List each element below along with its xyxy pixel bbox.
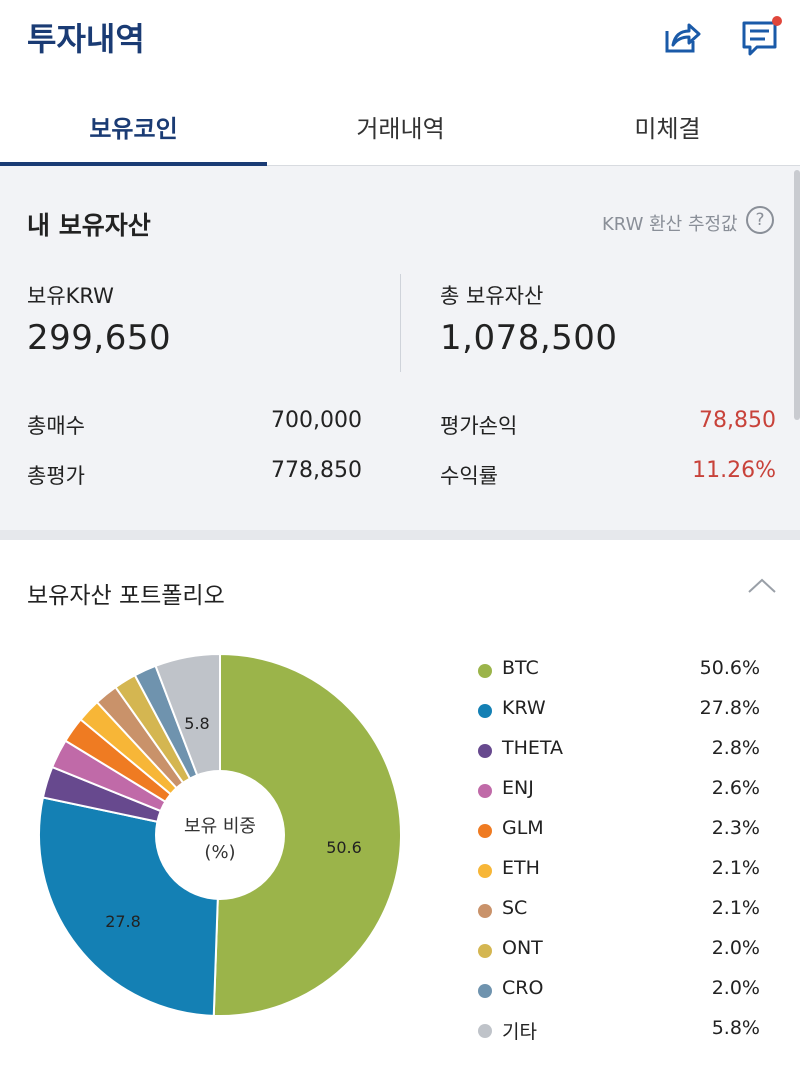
legend-name: SC [502, 897, 528, 919]
legend-percent: 2.0% [711, 937, 760, 959]
legend-color-dot [478, 864, 492, 878]
tab-pending[interactable]: 미체결 [634, 114, 701, 143]
krw-label: 보유KRW [27, 284, 114, 308]
legend-item: CRO 2.0% [478, 977, 768, 1007]
legend-item: KRW 27.8% [478, 697, 768, 727]
donut-hole [155, 770, 285, 900]
legend-percent: 2.3% [711, 817, 760, 839]
legend-percent: 27.8% [699, 697, 760, 719]
help-icon[interactable]: ? [746, 206, 774, 234]
legend-percent: 2.6% [711, 777, 760, 799]
total-buy-label: 총매수 [27, 414, 85, 438]
legend-name: BTC [502, 657, 539, 679]
legend-name: KRW [502, 697, 546, 719]
total-buy-value: 700,000 [271, 408, 362, 433]
krw-estimate-note: KRW 환산 추정값 [602, 214, 738, 235]
legend-name: THETA [502, 737, 564, 759]
legend-item: BTC 50.6% [478, 657, 768, 687]
scrollbar[interactable] [794, 170, 800, 420]
return-value: 11.26% [692, 458, 776, 483]
donut-center-unit: (%) [204, 842, 235, 863]
legend-item: ENJ 2.6% [478, 777, 768, 807]
total-assets-value: 1,078,500 [440, 318, 618, 358]
legend-item: ONT 2.0% [478, 937, 768, 967]
donut-center-label: 보유 비중 [184, 816, 256, 837]
pl-label: 평가손익 [440, 414, 518, 438]
legend-percent: 2.8% [711, 737, 760, 759]
page-title: 투자내역 [27, 20, 145, 58]
legend-percent: 2.0% [711, 977, 760, 999]
return-label: 수익률 [440, 464, 498, 488]
legend-color-dot [478, 824, 492, 838]
active-tab-indicator [0, 162, 267, 166]
legend-name: ETH [502, 857, 540, 879]
legend-name: ENJ [502, 777, 534, 799]
legend-item: GLM 2.3% [478, 817, 768, 847]
legend-item: THETA 2.8% [478, 737, 768, 767]
legend-name: ONT [502, 937, 543, 959]
portfolio-section: 보유자산 포트폴리오 보유 비중 (%) 50.6 27.8 5.8 BTC 50… [0, 540, 800, 1092]
total-assets-label: 총 보유자산 [440, 284, 544, 308]
app-header: 투자내역 [0, 0, 800, 86]
portfolio-title: 보유자산 포트폴리오 [27, 583, 225, 609]
share-icon[interactable] [658, 14, 704, 60]
legend-percent: 50.6% [699, 657, 760, 679]
legend-item: SC 2.1% [478, 897, 768, 927]
legend-color-dot [478, 984, 492, 998]
legend-color-dot [478, 904, 492, 918]
legend-name: 기타 [502, 1021, 537, 1043]
my-assets-title: 내 보유자산 [27, 211, 151, 240]
tab-holdings[interactable]: 보유코인 [89, 114, 178, 143]
section-divider [0, 530, 800, 540]
total-eval-value: 778,850 [271, 458, 362, 483]
legend-item: ETH 2.1% [478, 857, 768, 887]
legend-color-dot [478, 784, 492, 798]
legend-item: 기타 5.8% [478, 1017, 768, 1047]
portfolio-donut-chart: 보유 비중 (%) 50.6 27.8 5.8 [38, 652, 402, 1017]
notification-dot [772, 16, 782, 26]
legend-percent: 2.1% [711, 857, 760, 879]
pl-value: 78,850 [699, 408, 776, 433]
legend-name: CRO [502, 977, 544, 999]
slice-label-other: 5.8 [184, 714, 209, 733]
tab-transactions[interactable]: 거래내역 [356, 114, 445, 143]
krw-value: 299,650 [27, 318, 172, 358]
legend-name: GLM [502, 817, 544, 839]
total-eval-label: 총평가 [27, 464, 85, 488]
tab-divider [0, 165, 800, 166]
legend-color-dot [478, 1024, 492, 1038]
legend-color-dot [478, 744, 492, 758]
pie-slice-btc[interactable] [212, 652, 402, 1017]
legend-color-dot [478, 664, 492, 678]
legend-color-dot [478, 704, 492, 718]
chevron-up-icon[interactable] [746, 574, 778, 598]
message-icon[interactable] [738, 14, 784, 60]
legend-color-dot [478, 944, 492, 958]
legend-percent: 2.1% [711, 897, 760, 919]
legend-percent: 5.8% [711, 1017, 760, 1039]
column-divider [400, 274, 401, 372]
slice-label-btc: 50.6 [326, 838, 362, 857]
slice-label-krw: 27.8 [105, 912, 141, 931]
tab-bar: 보유코인 거래내역 미체결 [0, 86, 800, 166]
